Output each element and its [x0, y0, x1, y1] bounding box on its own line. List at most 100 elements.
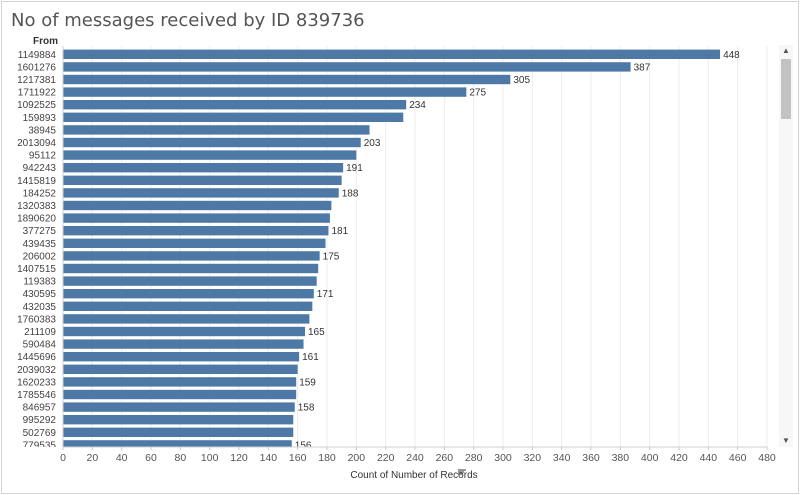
category-label: 430595 [23, 289, 57, 300]
category-label: 1760383 [17, 314, 56, 325]
category-label: 38945 [28, 125, 56, 136]
category-label: 1415819 [17, 176, 56, 187]
data-label: 156 [295, 440, 312, 451]
bar[interactable] [63, 87, 467, 97]
bar[interactable] [63, 137, 361, 148]
x-tick-label: 240 [406, 452, 424, 464]
category-label: 1890620 [17, 214, 56, 225]
bar[interactable] [63, 389, 297, 400]
x-tick-label: 400 [641, 452, 659, 464]
bar[interactable] [63, 213, 330, 223]
chevron-up-icon[interactable]: ▲ [782, 46, 790, 55]
data-label: 159 [299, 377, 316, 388]
category-label: 502769 [23, 428, 57, 439]
category-label: 184252 [23, 188, 57, 199]
category-label: 439435 [23, 239, 57, 250]
category-label: 1785546 [17, 390, 56, 401]
bar[interactable] [63, 125, 370, 135]
bar[interactable] [63, 100, 407, 110]
category-label: 1407515 [17, 264, 56, 275]
bar-rows: 1149884 448 1601276 387 1217381 305 1711922 275… [17, 49, 740, 451]
category-label: 1320383 [17, 201, 56, 212]
x-tick-label: 100 [201, 452, 219, 464]
x-tick-label: 340 [553, 452, 571, 464]
category-label: 377275 [23, 226, 57, 237]
x-tick-label: 300 [494, 452, 512, 464]
chevron-down-icon[interactable]: ▼ [782, 436, 790, 445]
x-tick-label: 440 [700, 452, 718, 464]
x-tick-label: 480 [758, 452, 776, 464]
bar[interactable] [63, 364, 298, 374]
category-label: 846957 [23, 403, 57, 414]
x-tick-label: 220 [377, 452, 395, 464]
bar[interactable] [63, 150, 357, 160]
x-tick-label: 160 [289, 452, 307, 464]
category-label: 1149884 [18, 50, 57, 61]
data-label: 181 [331, 226, 348, 237]
x-tick-label: 420 [670, 452, 688, 464]
bar[interactable] [63, 415, 294, 425]
category-label: 206002 [23, 251, 57, 262]
category-label: 211109 [24, 327, 56, 338]
x-tick-label: 140 [260, 452, 278, 464]
category-label: 590484 [23, 340, 57, 351]
bar[interactable] [63, 251, 320, 261]
bar[interactable] [63, 74, 511, 85]
bar[interactable] [63, 263, 319, 274]
bar[interactable] [63, 339, 304, 349]
bar[interactable] [63, 112, 404, 122]
bar[interactable] [63, 314, 310, 324]
bar[interactable] [63, 289, 314, 299]
bar[interactable] [63, 49, 721, 59]
bar[interactable] [63, 301, 313, 311]
bar[interactable] [63, 238, 326, 248]
category-label: 1445696 [17, 352, 56, 363]
category-label: 432035 [23, 302, 57, 313]
vertical-scrollbar[interactable]: ▲ ▼ [779, 45, 793, 447]
bar[interactable] [63, 62, 631, 72]
scrollbar-thumb[interactable] [781, 59, 791, 119]
category-label: 1217381 [17, 75, 56, 86]
category-label: 995292 [23, 415, 57, 426]
bar[interactable] [63, 440, 292, 449]
data-label: 387 [634, 62, 651, 73]
category-label: 942243 [23, 163, 57, 174]
bar[interactable] [63, 352, 300, 362]
category-label: 2013094 [17, 138, 56, 149]
data-label: 171 [317, 289, 334, 300]
category-label: 1601276 [17, 62, 56, 73]
data-label: 165 [308, 327, 325, 338]
bar[interactable] [63, 226, 329, 236]
category-label: 1711922 [18, 88, 57, 99]
x-tick-label: 120 [230, 452, 248, 464]
category-label: 119383 [23, 277, 56, 288]
data-label: 158 [298, 403, 315, 414]
x-tick-label: 460 [729, 452, 747, 464]
chart-title: No of messages received by ID 839736 [11, 10, 365, 31]
bar[interactable] [63, 377, 297, 387]
data-label: 448 [723, 50, 740, 61]
bar[interactable] [63, 326, 305, 337]
x-tick-label: 80 [174, 452, 186, 464]
x-tick-label: 20 [86, 452, 98, 464]
x-tick-label: 260 [436, 452, 454, 464]
category-label: 159893 [23, 113, 57, 124]
bar[interactable] [63, 427, 294, 437]
x-tick-label: 180 [318, 452, 336, 464]
x-axis-title: Count of Number of Records [350, 470, 477, 481]
category-label: 95112 [29, 151, 57, 162]
bar[interactable] [63, 402, 295, 412]
x-tick-label: 320 [524, 452, 542, 464]
bar[interactable] [63, 276, 317, 286]
bar[interactable] [63, 175, 342, 185]
bar[interactable] [63, 163, 344, 173]
data-label: 203 [364, 138, 381, 149]
category-label: 1092525 [17, 100, 56, 111]
row-header-from: From [33, 36, 58, 47]
x-tick-label: 280 [465, 452, 483, 464]
bar[interactable] [63, 188, 339, 198]
data-label: 234 [409, 100, 426, 111]
data-label: 161 [302, 352, 319, 363]
bar[interactable] [63, 200, 332, 211]
